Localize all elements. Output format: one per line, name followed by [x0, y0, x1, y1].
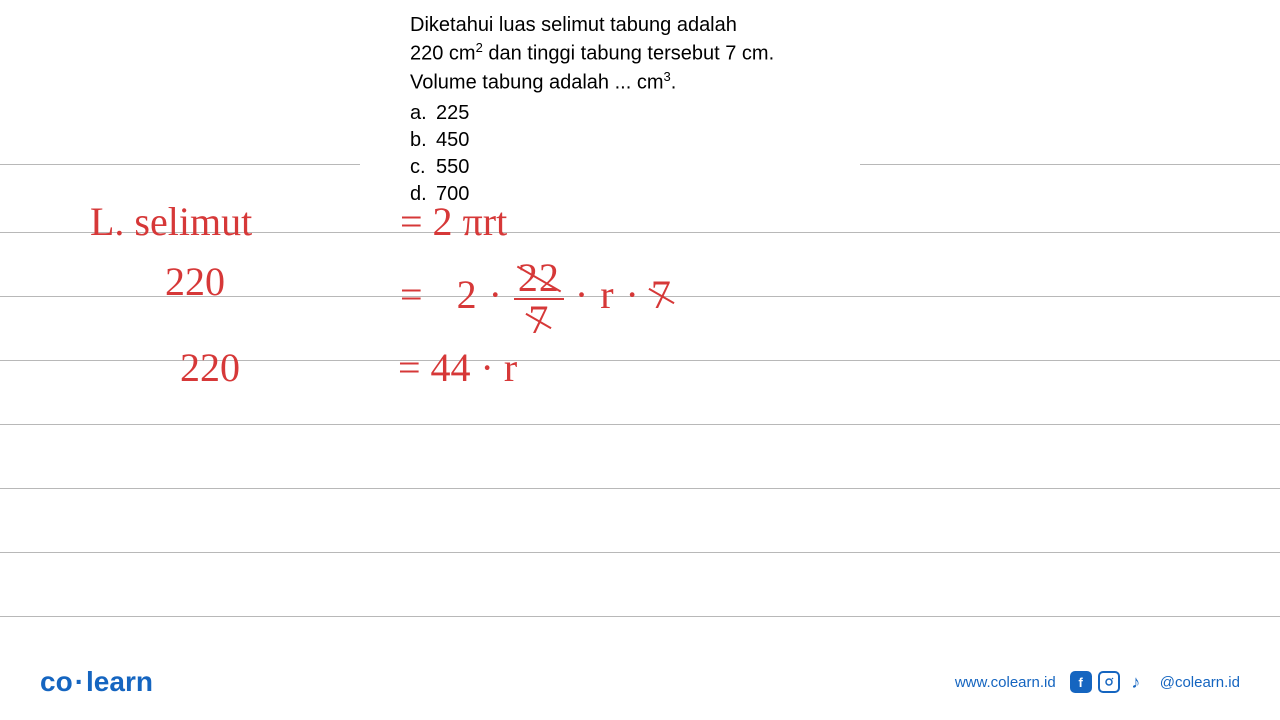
- instagram-icon: [1098, 671, 1120, 693]
- option-b: b.450: [410, 127, 850, 154]
- social-icons: f ♪: [1070, 671, 1146, 693]
- facebook-icon: f: [1070, 671, 1092, 693]
- handwriting-line-2-left: 220: [165, 258, 225, 305]
- question-text: Diketahui luas selimut tabung adalah 220…: [410, 12, 850, 96]
- eq2-fraction-num: 22: [514, 258, 564, 300]
- brand-logo: co·learn: [40, 666, 153, 698]
- eq2-equals: =: [400, 272, 424, 317]
- eq2-struck-7: 7: [651, 271, 672, 318]
- eq2-fraction-den: 7: [514, 300, 564, 340]
- option-a: a.225: [410, 100, 850, 127]
- logo-dot: ·: [75, 666, 84, 697]
- question-line-1: Diketahui luas selimut tabung adalah: [410, 14, 737, 36]
- tiktok-icon: ♪: [1126, 671, 1146, 693]
- rule-line: [0, 552, 1280, 553]
- logo-learn: learn: [86, 666, 153, 697]
- question-line-3-prefix: Volume tabung adalah ... cm: [410, 71, 664, 93]
- footer-right: www.colearn.id f ♪ @colearn.id: [955, 671, 1240, 693]
- website-url: www.colearn.id: [955, 674, 1056, 691]
- question-line-2-prefix: 220 cm: [410, 43, 476, 65]
- rule-line: [0, 616, 1280, 617]
- eq2-fraction: 22 7: [514, 258, 564, 340]
- option-b-label: b.: [410, 127, 436, 154]
- rule-line: [0, 488, 1280, 489]
- handwriting-line-1-left: L. selimut: [90, 198, 252, 245]
- handwriting-line-3-left: 220: [180, 344, 240, 391]
- option-b-value: 450: [436, 129, 469, 151]
- option-a-label: a.: [410, 100, 436, 127]
- question-sup-2: 2: [476, 40, 483, 55]
- handwriting-line-2-right: = 2 · 22 7 · r · 7: [400, 258, 672, 340]
- footer: co·learn www.colearn.id f ♪ @colearn.id: [0, 662, 1280, 702]
- rule-line: [860, 164, 1280, 165]
- handwriting-line-1-right: = 2 πrt: [400, 198, 507, 245]
- eq2-before: 2 ·: [457, 272, 503, 317]
- handwriting-line-3-right: = 44 · r: [398, 344, 517, 391]
- question-line-2-suffix: dan tinggi tabung tersebut 7 cm.: [483, 43, 774, 65]
- social-handle: @colearn.id: [1160, 674, 1240, 691]
- question-line-3-suffix: .: [671, 71, 677, 93]
- question-sup-3: 3: [664, 69, 671, 84]
- eq2-mid: · r ·: [575, 272, 651, 317]
- logo-co: co: [40, 666, 73, 697]
- rule-line: [0, 164, 360, 165]
- rule-line: [0, 424, 1280, 425]
- option-a-value: 225: [436, 102, 469, 124]
